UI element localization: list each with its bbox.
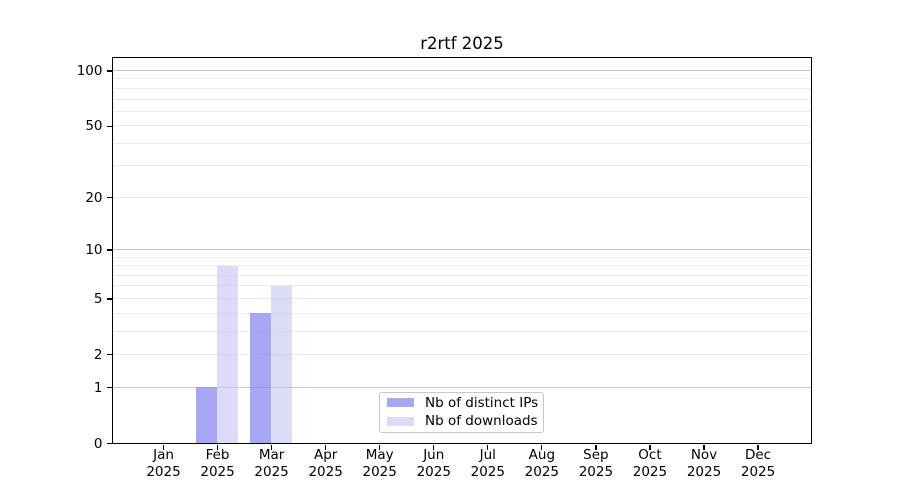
minor-gridline-2 bbox=[112, 353, 811, 355]
x-tick-label-may: May 2025 bbox=[338, 447, 422, 480]
bar-nb-of-distinct-ips-feb bbox=[196, 387, 218, 443]
minor-gridline-9 bbox=[112, 256, 811, 258]
x-tick-apr bbox=[325, 445, 327, 450]
x-tick-year: 2025 bbox=[524, 463, 560, 480]
x-tick-month: Mar bbox=[258, 447, 285, 463]
minor-gridline-7 bbox=[112, 274, 811, 276]
minor-gridline-70 bbox=[112, 98, 811, 100]
y-tick-2 bbox=[106, 354, 112, 356]
y-tick-label-1: 1 bbox=[93, 379, 103, 396]
x-tick-dec bbox=[757, 445, 759, 450]
minor-gridline-50 bbox=[112, 125, 811, 127]
x-tick-label-feb: Feb 2025 bbox=[176, 447, 260, 480]
y-tick-label-20: 20 bbox=[85, 189, 103, 206]
legend-item: Nb of downloads bbox=[380, 413, 543, 429]
minor-gridline-80 bbox=[112, 87, 811, 89]
x-tick-month: Feb bbox=[205, 447, 230, 463]
x-tick-label-mar: Mar 2025 bbox=[230, 447, 314, 480]
x-tick-feb bbox=[216, 445, 219, 450]
y-tick-label-0: 0 bbox=[93, 435, 103, 452]
x-tick-month: Nov bbox=[690, 447, 718, 463]
minor-gridline-6 bbox=[112, 285, 811, 287]
x-tick-month: Jan bbox=[153, 447, 174, 463]
plot-area bbox=[111, 57, 812, 444]
major-gridline-10 bbox=[112, 248, 811, 250]
x-tick-month: Sep bbox=[583, 447, 609, 463]
x-tick-month: Aug bbox=[528, 447, 556, 463]
y-tick-label-2: 2 bbox=[93, 346, 103, 363]
y-tick-50 bbox=[106, 125, 112, 127]
minor-gridline-5 bbox=[112, 297, 811, 299]
y-tick-label-10: 10 bbox=[85, 241, 103, 258]
legend-item: Nb of distinct IPs bbox=[380, 395, 543, 411]
x-tick-year: 2025 bbox=[416, 463, 451, 480]
x-tick-year: 2025 bbox=[740, 463, 776, 480]
y-tick-10 bbox=[106, 249, 112, 251]
y-tick-0 bbox=[106, 442, 112, 445]
x-tick-year: 2025 bbox=[200, 463, 235, 480]
x-tick-year: 2025 bbox=[686, 463, 722, 480]
minor-gridline-8 bbox=[112, 265, 811, 267]
x-tick-month: Oct bbox=[638, 447, 662, 463]
x-tick-may bbox=[379, 445, 381, 450]
x-tick-year: 2025 bbox=[632, 463, 668, 480]
legend-swatch-nb-of-downloads bbox=[387, 416, 414, 426]
legend-label: Nb of distinct IPs bbox=[425, 394, 539, 411]
minor-gridline-90 bbox=[112, 78, 811, 80]
minor-gridline-40 bbox=[112, 142, 811, 144]
major-gridline-100 bbox=[112, 70, 811, 72]
minor-gridline-3 bbox=[112, 330, 811, 332]
x-tick-nov bbox=[703, 445, 705, 450]
x-tick-label-sep: Sep 2025 bbox=[554, 447, 638, 480]
x-tick-month: Jun bbox=[423, 447, 445, 463]
x-tick-label-apr: Apr 2025 bbox=[284, 447, 368, 480]
x-tick-label-jan: Jan 2025 bbox=[122, 447, 206, 480]
y-tick-5 bbox=[106, 298, 112, 300]
y-tick-100 bbox=[106, 70, 112, 72]
x-tick-label-aug: Aug 2025 bbox=[500, 447, 584, 480]
chart-title: r2rtf 2025 bbox=[420, 34, 504, 53]
x-tick-label-nov: Nov 2025 bbox=[662, 447, 746, 480]
legend-label: Nb of downloads bbox=[425, 413, 538, 430]
y-tick-20 bbox=[106, 197, 112, 199]
x-tick-jul bbox=[487, 445, 489, 450]
x-tick-aug bbox=[541, 445, 543, 450]
x-tick-label-jul: Jul 2025 bbox=[446, 447, 530, 480]
x-tick-mar bbox=[270, 445, 273, 450]
x-tick-label-dec: Dec 2025 bbox=[716, 447, 800, 480]
x-tick-month: May bbox=[365, 447, 394, 463]
x-tick-month: Dec bbox=[744, 447, 772, 463]
legend-swatch-nb-of-distinct-ips bbox=[387, 398, 414, 408]
x-tick-year: 2025 bbox=[254, 463, 289, 480]
major-gridline-1 bbox=[112, 386, 811, 388]
x-tick-year: 2025 bbox=[362, 463, 397, 480]
minor-gridline-60 bbox=[112, 110, 811, 112]
minor-gridline-20 bbox=[112, 196, 811, 198]
x-tick-sep bbox=[595, 445, 597, 450]
x-tick-year: 2025 bbox=[308, 463, 343, 480]
x-tick-label-jun: Jun 2025 bbox=[392, 447, 476, 480]
y-tick-label-5: 5 bbox=[93, 290, 103, 307]
x-tick-oct bbox=[649, 445, 651, 450]
y-tick-label-100: 100 bbox=[76, 63, 103, 80]
x-tick-month: Jul bbox=[479, 447, 496, 463]
bar-nb-of-downloads-mar bbox=[271, 285, 293, 443]
legend: Nb of distinct IPs Nb of downloads bbox=[379, 391, 544, 433]
x-tick-year: 2025 bbox=[578, 463, 614, 480]
y-tick-1 bbox=[106, 386, 112, 389]
minor-gridline-4 bbox=[112, 312, 811, 314]
bar-nb-of-downloads-feb bbox=[217, 265, 239, 443]
x-tick-label-oct: Oct 2025 bbox=[608, 447, 692, 480]
x-tick-month: Apr bbox=[313, 447, 338, 463]
y-tick-label-50: 50 bbox=[85, 118, 103, 135]
x-tick-jan bbox=[162, 445, 165, 450]
minor-gridline-30 bbox=[112, 165, 811, 167]
x-tick-year: 2025 bbox=[470, 463, 505, 480]
x-tick-year: 2025 bbox=[146, 463, 181, 480]
bar-nb-of-distinct-ips-mar bbox=[250, 313, 272, 443]
x-tick-jun bbox=[433, 445, 435, 450]
